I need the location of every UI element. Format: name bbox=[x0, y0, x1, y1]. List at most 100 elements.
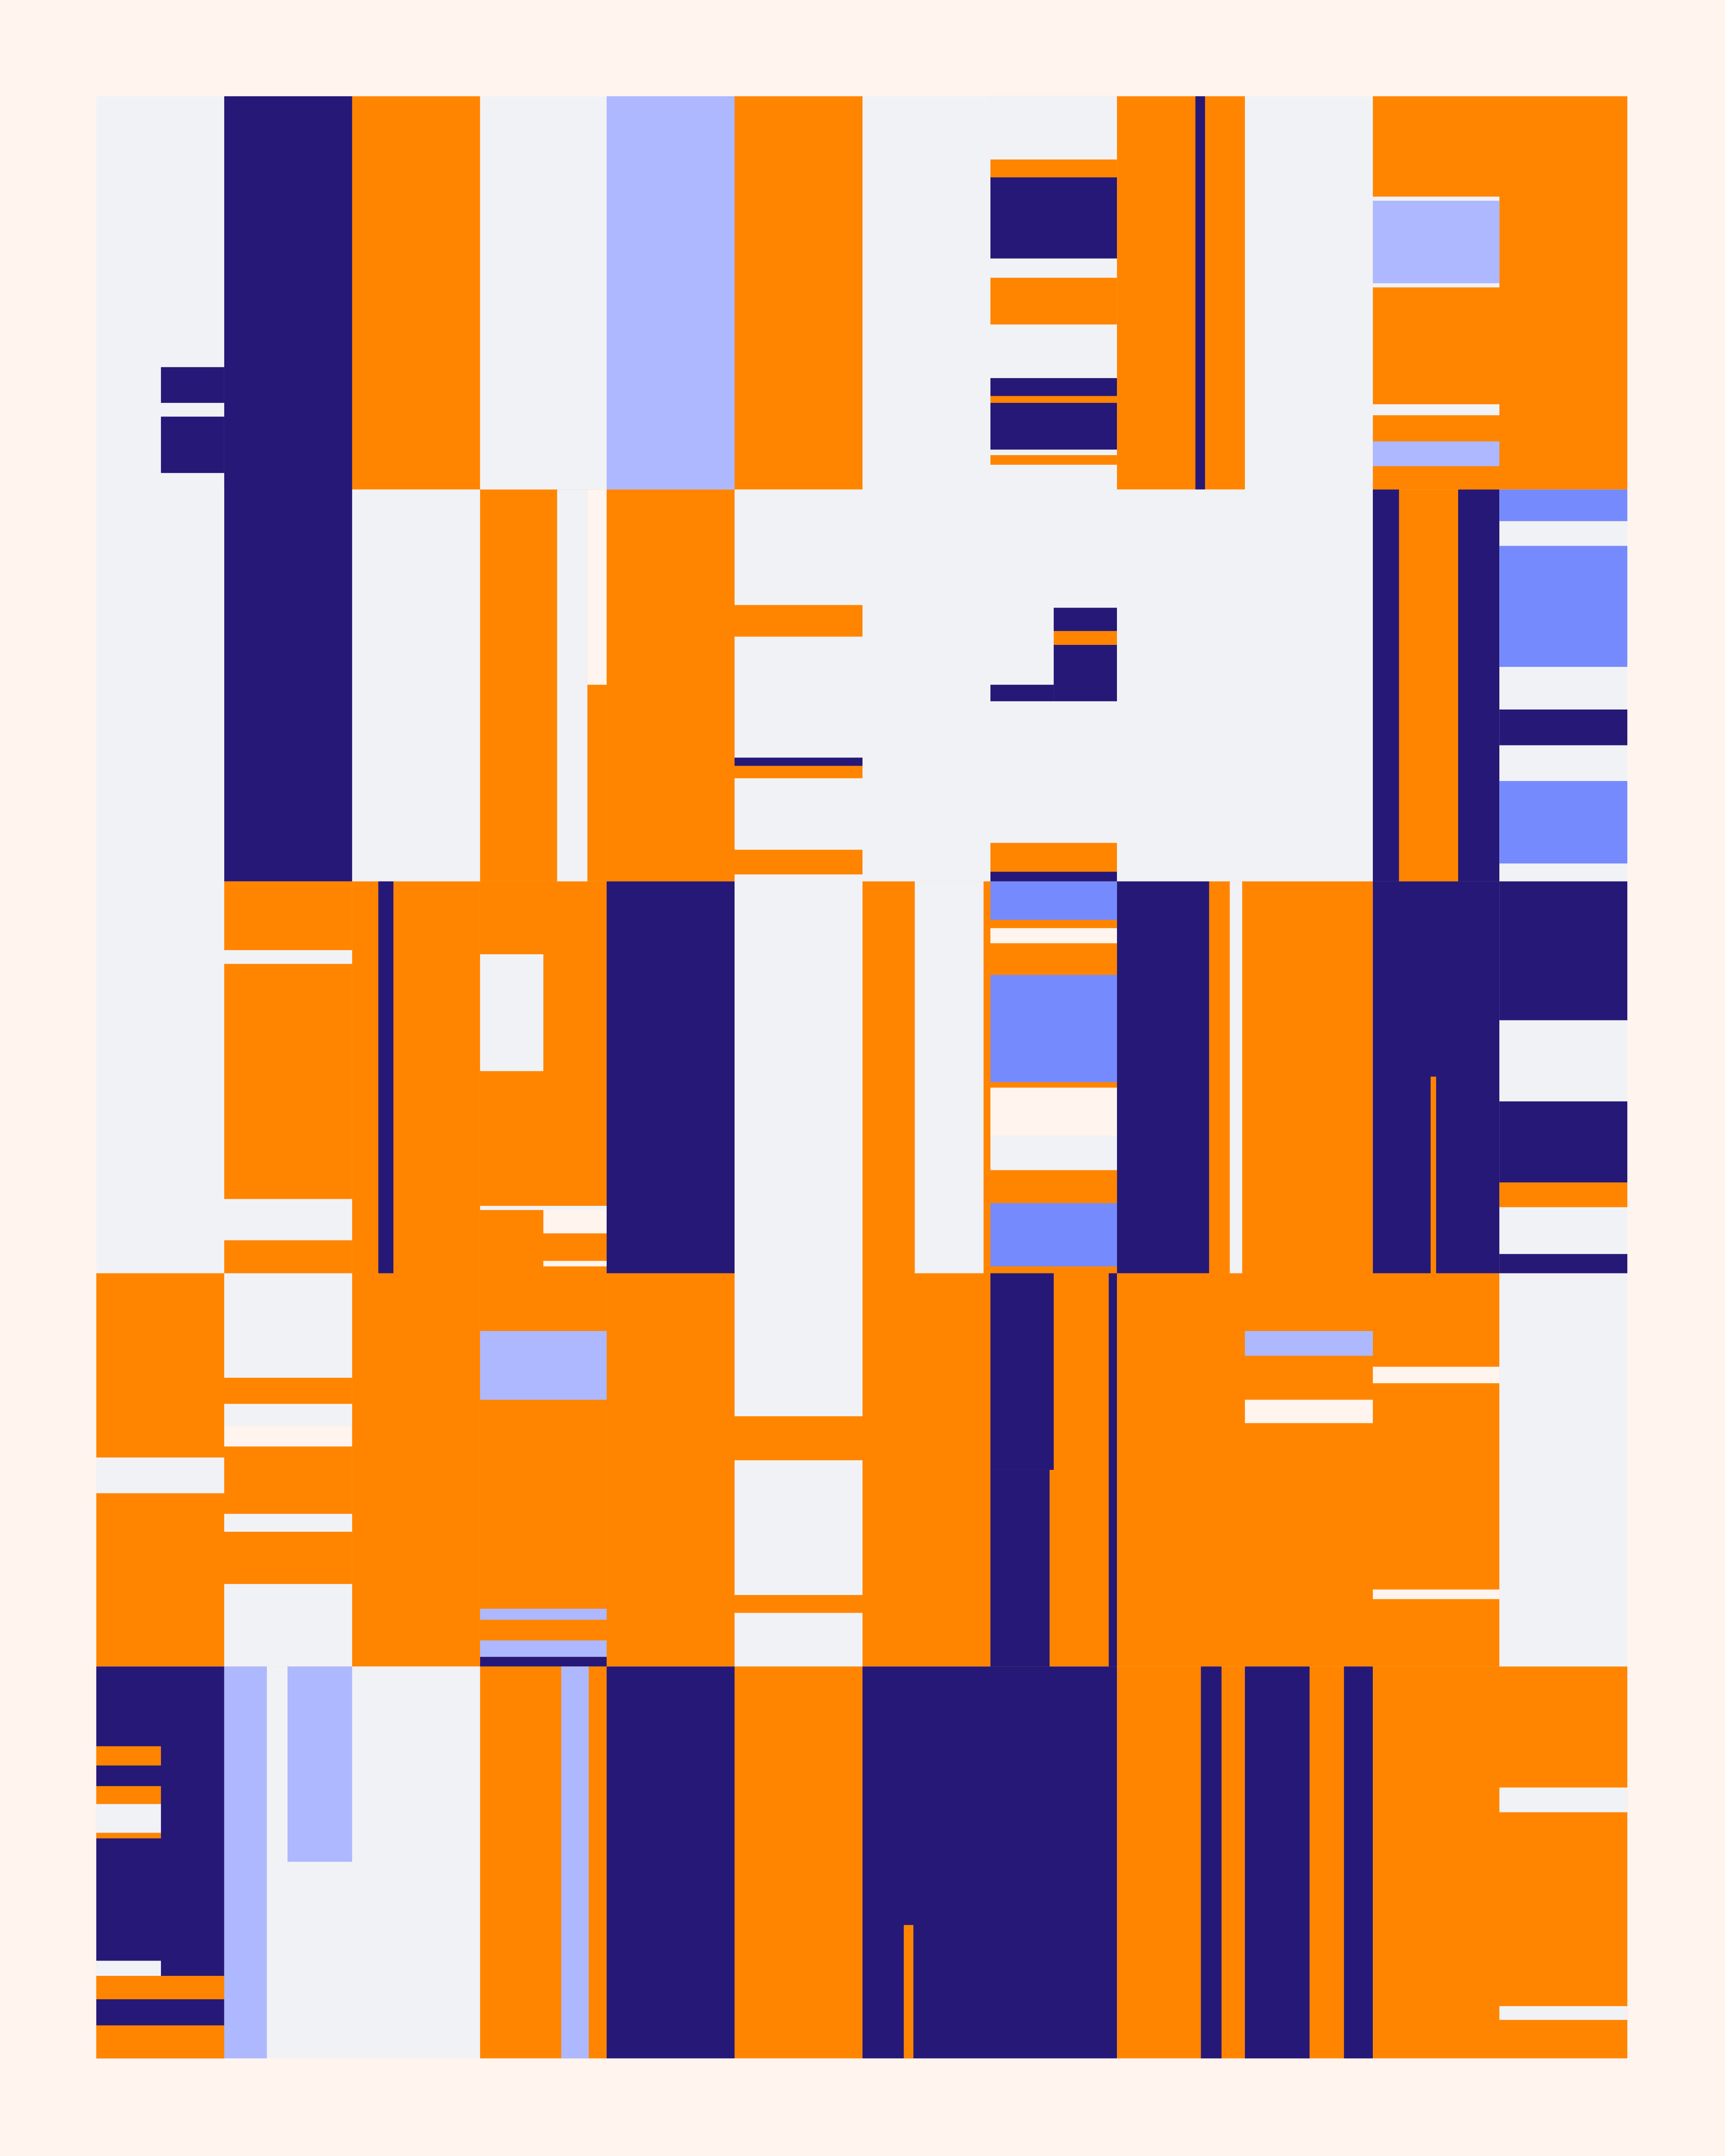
light-block bbox=[1230, 881, 1242, 1273]
light-block bbox=[1499, 1787, 1628, 1812]
navy-block bbox=[161, 416, 224, 473]
background-block bbox=[587, 489, 607, 685]
block-group bbox=[96, 96, 1628, 2059]
navy-block bbox=[990, 1666, 1117, 2059]
lavender-block bbox=[1245, 1331, 1373, 1356]
light-block bbox=[557, 489, 587, 882]
navy-block bbox=[1201, 1666, 1222, 2059]
light-block bbox=[480, 1205, 607, 1210]
background-block bbox=[990, 1088, 1117, 1136]
navy-block bbox=[990, 177, 1117, 259]
lavender-block bbox=[1373, 441, 1500, 466]
background-block bbox=[1245, 1399, 1373, 1423]
navy-block bbox=[862, 1666, 990, 2059]
background-block bbox=[990, 928, 1117, 943]
orange-block bbox=[96, 2025, 224, 2059]
light-block bbox=[224, 1584, 352, 1667]
orange-block bbox=[735, 766, 862, 779]
blue-block bbox=[1499, 781, 1628, 864]
lavender-block bbox=[561, 1666, 589, 2059]
light-block bbox=[1373, 404, 1500, 415]
light-block bbox=[1117, 489, 1245, 882]
orange-block bbox=[1117, 96, 1245, 490]
orange-block bbox=[96, 1786, 161, 1804]
light-block bbox=[224, 950, 352, 964]
orange-block bbox=[607, 489, 735, 882]
orange-block bbox=[352, 1273, 480, 1667]
light-block bbox=[1499, 1273, 1628, 1667]
blue-block bbox=[1499, 489, 1628, 521]
navy-block bbox=[1499, 1254, 1628, 1273]
light-block bbox=[990, 324, 1117, 378]
light-block bbox=[1245, 96, 1373, 882]
blue-block bbox=[990, 1203, 1117, 1267]
light-block bbox=[96, 489, 224, 1273]
navy-block bbox=[1344, 1666, 1373, 2059]
lavender-block bbox=[480, 1608, 607, 1620]
light-block bbox=[96, 1457, 224, 1493]
orange-block bbox=[352, 881, 480, 1273]
navy-block bbox=[480, 1657, 607, 1667]
navy-block bbox=[96, 1666, 224, 2059]
orange-block bbox=[96, 1746, 161, 1766]
light-block bbox=[735, 1273, 862, 1416]
orange-block bbox=[735, 605, 862, 637]
orange-block bbox=[862, 1273, 990, 1667]
blue-block bbox=[990, 881, 1117, 920]
lavender-block bbox=[480, 1640, 607, 1657]
background-block bbox=[1373, 1366, 1500, 1384]
blue-block bbox=[990, 975, 1117, 1082]
light-block bbox=[735, 874, 862, 1273]
orange-block bbox=[735, 96, 862, 490]
navy-block bbox=[1054, 644, 1117, 701]
light-block bbox=[1499, 1020, 1628, 1101]
navy-block bbox=[735, 757, 862, 766]
navy-block bbox=[1373, 489, 1399, 882]
navy-block bbox=[1499, 881, 1628, 1021]
orange-block bbox=[352, 96, 480, 490]
navy-block bbox=[607, 1666, 735, 2059]
light-block bbox=[1499, 1207, 1628, 1254]
orange-block bbox=[1373, 96, 1628, 490]
light-block bbox=[224, 1514, 352, 1532]
light-block bbox=[224, 1273, 352, 1378]
light-block bbox=[224, 1404, 352, 1426]
navy-block bbox=[1499, 709, 1628, 745]
background-block bbox=[543, 1210, 607, 1234]
navy-block bbox=[1245, 1666, 1310, 2059]
light-block bbox=[96, 1961, 161, 1976]
lavender-block bbox=[1373, 201, 1500, 284]
light-block bbox=[990, 449, 1117, 455]
lavender-block bbox=[288, 1666, 352, 1862]
orange-block bbox=[735, 1666, 862, 2059]
navy-block bbox=[378, 881, 394, 1273]
navy-block bbox=[1108, 1273, 1117, 1667]
light-block bbox=[990, 258, 1117, 278]
orange-block bbox=[1430, 1077, 1437, 1273]
orange-block bbox=[1373, 1666, 1628, 2059]
light-block bbox=[480, 96, 607, 490]
light-block bbox=[990, 96, 1117, 160]
background-block bbox=[543, 1261, 607, 1267]
background-block bbox=[224, 1426, 352, 1447]
navy-block bbox=[1117, 881, 1209, 1273]
orange-block bbox=[1499, 1182, 1628, 1207]
navy-block bbox=[1458, 489, 1500, 882]
navy-block bbox=[1499, 1101, 1628, 1183]
navy-block bbox=[990, 378, 1117, 396]
navy-block bbox=[990, 402, 1117, 450]
light-block bbox=[1499, 2006, 1628, 2020]
light-block bbox=[224, 1199, 352, 1240]
blue-block bbox=[1499, 546, 1628, 667]
light-block bbox=[352, 1666, 480, 2059]
orange-block bbox=[1117, 1666, 1245, 2059]
light-block bbox=[480, 954, 543, 1071]
navy-block bbox=[990, 872, 1117, 882]
orange-block bbox=[990, 843, 1117, 872]
navy-block bbox=[990, 685, 1054, 701]
navy-block bbox=[161, 367, 224, 403]
light-block bbox=[990, 465, 1117, 490]
navy-block bbox=[990, 1469, 1050, 1667]
light-block bbox=[735, 489, 862, 882]
